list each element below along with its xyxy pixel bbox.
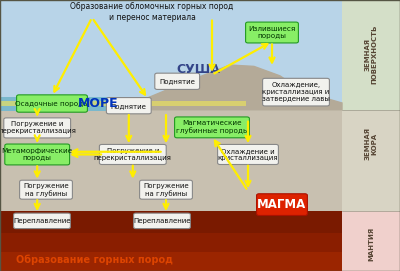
Bar xyxy=(0,233,342,252)
FancyBboxPatch shape xyxy=(20,180,72,199)
FancyBboxPatch shape xyxy=(14,213,70,229)
FancyBboxPatch shape xyxy=(17,95,88,112)
Text: Излившиеся
породы: Излившиеся породы xyxy=(248,26,296,39)
FancyBboxPatch shape xyxy=(262,78,330,106)
FancyBboxPatch shape xyxy=(257,194,307,215)
FancyBboxPatch shape xyxy=(140,180,192,199)
Bar xyxy=(342,0,400,110)
Bar xyxy=(0,101,246,106)
FancyBboxPatch shape xyxy=(5,144,70,165)
FancyBboxPatch shape xyxy=(218,144,278,164)
Bar xyxy=(0,252,342,271)
Bar xyxy=(0,0,342,110)
Text: Охлаждение и
кристаллизация: Охлаждение и кристаллизация xyxy=(218,148,278,161)
FancyBboxPatch shape xyxy=(134,213,190,229)
Text: ЗЕМНАЯ
КОРА: ЗЕМНАЯ КОРА xyxy=(365,127,378,160)
Text: МАГМА: МАГМА xyxy=(257,198,307,211)
Text: Поднятие: Поднятие xyxy=(159,78,195,84)
Bar xyxy=(342,211,400,271)
Text: Осадочные породы: Осадочные породы xyxy=(15,101,89,107)
Text: СУША: СУША xyxy=(176,63,220,76)
Text: Метаморфические
породы: Метаморфические породы xyxy=(2,148,73,161)
Text: Переплавление: Переплавление xyxy=(133,218,191,224)
Text: ЗЕМНАЯ
ПОВЕРХНОСТЬ: ЗЕМНАЯ ПОВЕРХНОСТЬ xyxy=(365,24,378,84)
FancyBboxPatch shape xyxy=(155,73,200,89)
Text: Погружение и
перекристаллизация: Погружение и перекристаллизация xyxy=(94,148,172,161)
Text: Охлаждение,
кристаллизация и
затвердение лавы: Охлаждение, кристаллизация и затвердение… xyxy=(262,82,330,102)
Text: Погружение
на глубины: Погружение на глубины xyxy=(143,183,189,197)
Polygon shape xyxy=(120,65,342,110)
Text: МАНТИЯ: МАНТИЯ xyxy=(368,227,374,261)
Text: Образование обломочных горных пород
и перенос материала: Образование обломочных горных пород и пе… xyxy=(70,2,234,22)
Bar xyxy=(0,110,342,211)
FancyBboxPatch shape xyxy=(174,117,250,138)
Text: Погружение и
перекристаллизация: Погружение и перекристаллизация xyxy=(0,121,76,134)
Bar xyxy=(0,97,122,111)
Bar xyxy=(342,110,400,211)
FancyBboxPatch shape xyxy=(106,98,151,114)
Text: Магматические
глубинные породы: Магматические глубинные породы xyxy=(176,120,248,134)
FancyBboxPatch shape xyxy=(246,22,298,43)
Text: Поднятие: Поднятие xyxy=(111,103,147,109)
Text: МОРЕ: МОРЕ xyxy=(78,97,118,110)
Bar xyxy=(0,211,342,271)
Text: Образование горных пород: Образование горных пород xyxy=(16,255,173,265)
FancyBboxPatch shape xyxy=(100,144,166,164)
FancyBboxPatch shape xyxy=(4,118,71,138)
Text: Погружение
на глубины: Погружение на глубины xyxy=(23,183,69,197)
Bar xyxy=(0,211,342,233)
Text: Переплавление: Переплавление xyxy=(13,218,71,224)
